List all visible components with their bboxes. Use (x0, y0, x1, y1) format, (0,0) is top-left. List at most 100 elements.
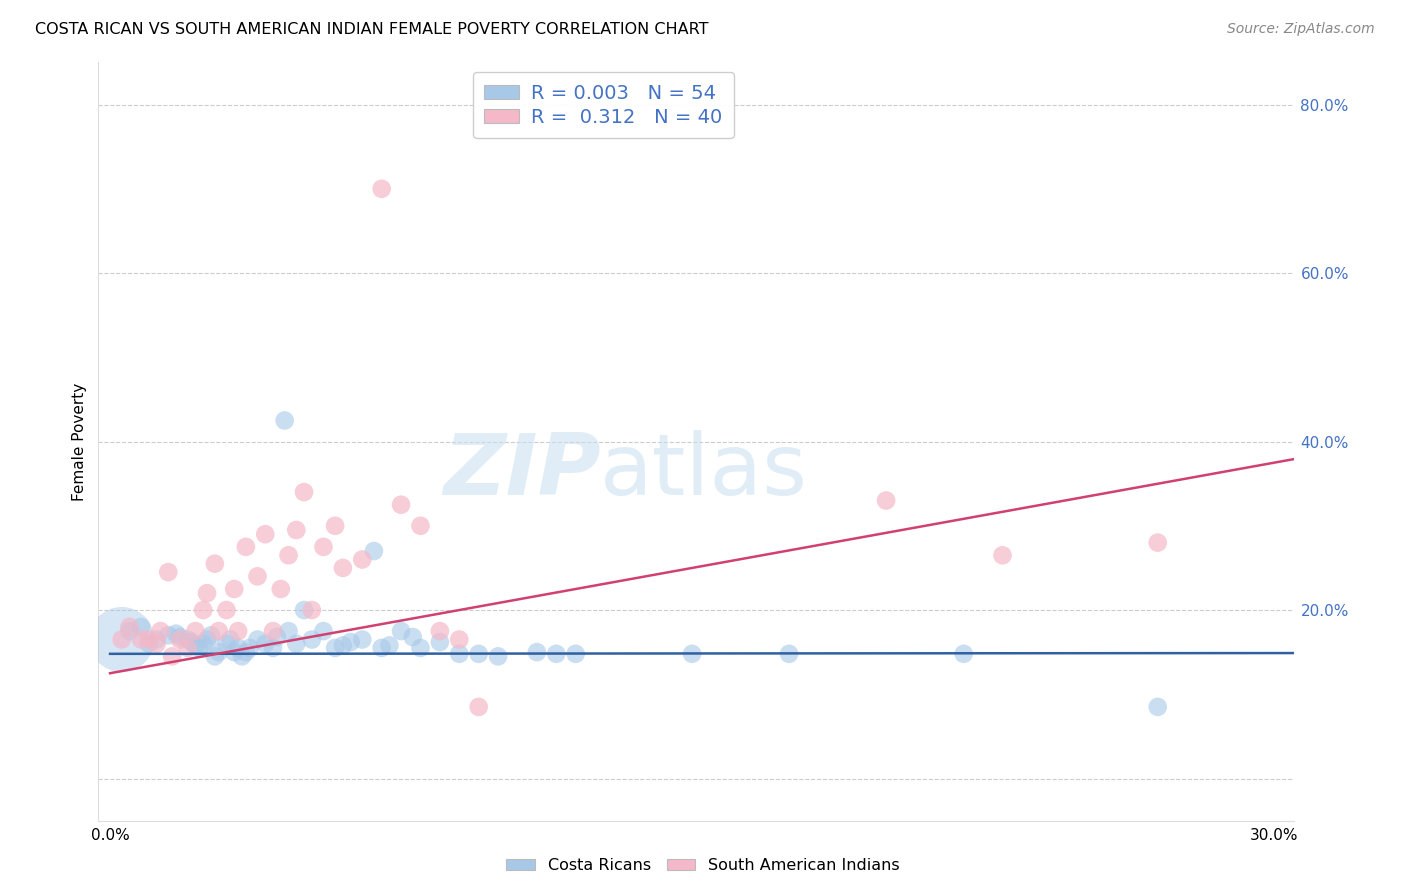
Point (389, 624, 412, 639)
Text: Source: ZipAtlas.com: Source: ZipAtlas.com (1227, 22, 1375, 37)
Point (778, 647, 800, 661)
Point (165, 626, 187, 640)
Point (157, 628, 180, 642)
Point (208, 645, 231, 659)
Point (402, 630, 425, 644)
Point (224, 582, 246, 596)
Point (564, 647, 586, 661)
Point (184, 624, 207, 639)
Point (193, 637, 215, 651)
Point (200, 628, 222, 642)
Point (239, 640, 262, 655)
Point (262, 624, 284, 639)
Point (429, 635, 451, 649)
Point (204, 557, 226, 571)
Point (449, 647, 471, 661)
Point (160, 649, 183, 664)
Point (378, 639, 401, 653)
Text: COSTA RICAN VS SOUTH AMERICAN INDIAN FEMALE POVERTY CORRELATION CHART: COSTA RICAN VS SOUTH AMERICAN INDIAN FEM… (35, 22, 709, 37)
Point (681, 647, 703, 661)
Point (224, 645, 246, 659)
Point (323, 518, 346, 533)
Point (370, 640, 392, 655)
Point (111, 632, 134, 647)
Point (111, 632, 134, 647)
Point (118, 620, 141, 634)
Point (312, 540, 335, 554)
Point (352, 552, 374, 566)
Point (1146, 699, 1168, 714)
Point (266, 630, 288, 644)
Point (157, 565, 180, 579)
Point (270, 582, 292, 596)
Point (215, 637, 238, 651)
Point (363, 544, 385, 558)
Point (262, 640, 284, 655)
Point (254, 527, 277, 541)
Point (129, 620, 152, 634)
Y-axis label: Female Poverty: Female Poverty (72, 383, 87, 500)
Point (235, 645, 257, 659)
Point (215, 603, 238, 617)
Point (301, 632, 323, 647)
Legend: Costa Ricans, South American Indians: Costa Ricans, South American Indians (499, 852, 907, 880)
Point (467, 699, 489, 714)
Point (1146, 535, 1168, 549)
Point (991, 548, 1014, 563)
Point (467, 647, 489, 661)
Point (409, 518, 432, 533)
Point (526, 645, 548, 659)
Point (184, 639, 207, 653)
Point (312, 624, 335, 639)
Point (180, 635, 202, 649)
Point (339, 635, 361, 649)
Point (409, 640, 432, 655)
Point (332, 561, 354, 575)
Point (952, 647, 974, 661)
Point (145, 632, 167, 647)
Point (169, 632, 191, 647)
Point (169, 630, 191, 644)
Point (195, 632, 218, 647)
Point (138, 632, 160, 647)
Point (145, 637, 167, 651)
Point (486, 649, 509, 664)
Point (332, 639, 354, 653)
Point (285, 637, 308, 651)
Point (246, 632, 269, 647)
Point (129, 632, 152, 647)
Legend: R = 0.003   N = 54, R =  0.312   N = 40: R = 0.003 N = 54, R = 0.312 N = 40 (472, 72, 734, 138)
Point (429, 624, 451, 639)
Point (226, 624, 249, 639)
Point (149, 624, 172, 639)
Point (188, 640, 211, 655)
Point (449, 632, 471, 647)
Point (246, 569, 269, 583)
Point (118, 624, 141, 639)
Point (193, 603, 215, 617)
Text: ZIP: ZIP (443, 430, 600, 514)
Point (292, 603, 315, 617)
Point (273, 413, 295, 427)
Point (226, 640, 249, 655)
Point (176, 640, 198, 655)
Point (204, 649, 226, 664)
Point (277, 624, 299, 639)
Point (231, 649, 253, 664)
Text: atlas: atlas (600, 430, 808, 514)
Point (277, 548, 299, 563)
Point (389, 498, 412, 512)
Point (138, 637, 160, 651)
Point (292, 485, 315, 500)
Point (352, 632, 374, 647)
Point (235, 540, 257, 554)
Point (285, 523, 308, 537)
Point (301, 603, 323, 617)
Point (370, 182, 392, 196)
Point (546, 647, 568, 661)
Point (323, 640, 346, 655)
Point (875, 493, 897, 508)
Point (195, 586, 218, 600)
Point (176, 632, 198, 647)
Point (208, 624, 231, 639)
